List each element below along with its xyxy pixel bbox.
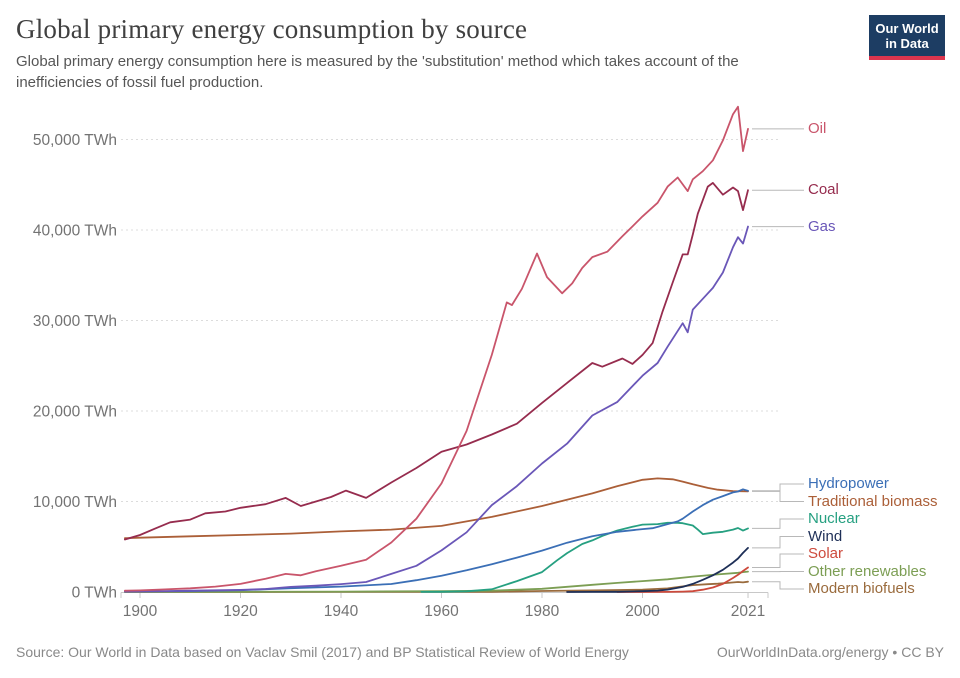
series-line-nuclear[interactable] — [420, 521, 749, 593]
y-tick-label: 40,000 TWh — [33, 223, 117, 240]
series-label-nuclear[interactable]: Nuclear — [808, 510, 860, 527]
series-line-traditional_biomass[interactable] — [124, 477, 749, 540]
legend-connector-solar — [752, 553, 804, 568]
series-label-hydropower[interactable]: Hydropower — [808, 475, 889, 492]
x-tick-label: 1940 — [324, 603, 359, 620]
y-tick-label: 10,000 TWh — [33, 494, 117, 511]
series-label-wind[interactable]: Wind — [808, 527, 843, 545]
legend-connector-wind — [752, 536, 804, 549]
series-line-other_renewables[interactable] — [124, 570, 749, 593]
logo-line-2: in Data — [885, 36, 929, 51]
x-tick-label: 2000 — [625, 603, 660, 620]
source-note: Source: Our World in Data based on Vacla… — [16, 644, 629, 660]
legend-connector-modern_biofuels — [752, 581, 804, 590]
series-line-solar[interactable] — [616, 566, 749, 593]
series-line-gas[interactable] — [124, 225, 749, 593]
x-tick-label: 2021 — [731, 603, 765, 620]
chart-subtitle: Global primary energy consumption here i… — [16, 53, 739, 91]
y-tick-label: 30,000 TWh — [33, 313, 117, 330]
owid-logo[interactable]: Our World in Data — [869, 15, 945, 60]
x-tick-label: 1960 — [424, 603, 459, 620]
series-label-coal[interactable]: Coal — [808, 181, 839, 199]
x-tick-label: 1900 — [123, 603, 158, 620]
y-tick-label: 50,000 TWh — [33, 132, 117, 149]
series-line-hydropower[interactable] — [124, 488, 749, 593]
series-label-oil[interactable]: Oil — [808, 119, 827, 137]
series-line-wind[interactable] — [566, 546, 749, 593]
license-link[interactable]: OurWorldInData.org/energy • CC BY — [716, 644, 944, 660]
page-title: Global primary energy consumption by sou… — [16, 14, 528, 44]
legend-connector-nuclear — [752, 518, 804, 529]
legend-connector-traditional_biomass — [752, 490, 804, 502]
y-tick-label: 20,000 TWh — [33, 404, 117, 421]
series-line-coal[interactable] — [124, 182, 749, 541]
chart-footer: Source: Our World in Data based on Vacla… — [16, 644, 944, 660]
series-label-gas[interactable]: Gas — [808, 217, 836, 235]
y-tick-label: 0 TWh — [72, 585, 117, 602]
x-tick-label: 1980 — [525, 603, 560, 620]
series-label-solar[interactable]: Solar — [808, 545, 844, 562]
series-line-oil[interactable] — [124, 105, 749, 592]
logo-line-1: Our World — [875, 21, 939, 36]
series-label-other_renewables[interactable]: Other renewables — [808, 562, 927, 580]
legend-connector-hydropower — [752, 483, 804, 492]
series-label-modern_biofuels[interactable]: Modern biofuels — [808, 580, 915, 597]
series-label-traditional_biomass[interactable]: Traditional biomass — [808, 492, 938, 510]
x-tick-label: 1920 — [223, 603, 258, 620]
chart-canvas: 0 TWh 10,000 TWh 20,000 TWh 30,000 TWh 40,00… — [33, 105, 804, 620]
